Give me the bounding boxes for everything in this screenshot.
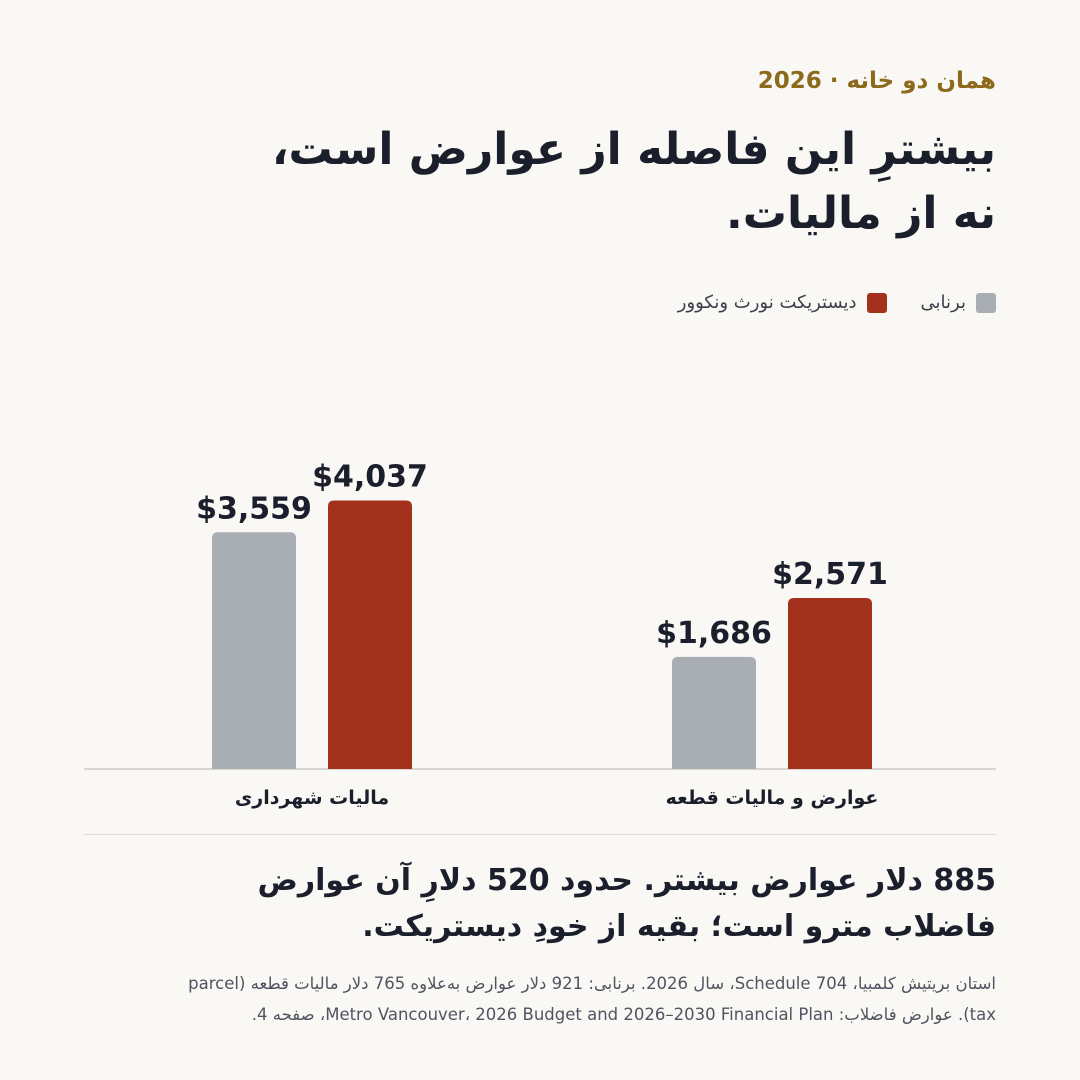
bar-north-vancouver-0	[788, 597, 872, 769]
chart-legend: برنابی دیستریکت نورث ونکوور	[678, 292, 996, 313]
source-line-1: استان بریتیش کلمبیا، Schedule 704، سال 2…	[188, 974, 996, 993]
category-label-0: عوارض و مالیات قطعه	[666, 787, 879, 809]
legend-item-north-vancouver: دیستریکت نورث ونکوور	[678, 292, 887, 313]
data-label-north-vancouver-1: $4,037	[312, 459, 428, 494]
headline-line-2: نه از مالیات.	[726, 188, 996, 239]
source-note: استان بریتیش کلمبیا، Schedule 704، سال 2…	[84, 968, 996, 1030]
bar-burnaby-0	[672, 656, 756, 769]
data-label-burnaby-0: $1,686	[656, 616, 772, 651]
headline: بیشترِ این فاصله از عوارض است، نه از مال…	[84, 118, 996, 246]
data-label-burnaby-1: $3,559	[196, 491, 312, 526]
legend-label-north-vancouver: دیستریکت نورث ونکوور	[677, 292, 857, 313]
summary: 885 دلار عوارض بیشتر. حدود 520 دلارِ آن …	[84, 858, 996, 950]
divider	[84, 834, 996, 835]
summary-line-2: فاضلاب مترو است؛ بقیه از خودِ دیستریکت.	[362, 909, 996, 944]
legend-item-burnaby: برنابی	[921, 292, 996, 313]
legend-swatch-north-vancouver	[866, 292, 887, 313]
headline-line-1: بیشترِ این فاصله از عوارض است،	[271, 124, 996, 175]
infographic-card: همان دو خانه · 2026 بیشترِ این فاصله از …	[84, 0, 996, 1080]
eyebrow: همان دو خانه · 2026	[757, 68, 996, 94]
legend-label-burnaby: برنابی	[920, 292, 966, 313]
bar-north-vancouver-1	[328, 500, 412, 769]
data-label-north-vancouver-0: $2,571	[772, 557, 888, 592]
bar-chart: $1,686$2,571 عوارض و مالیات قطعه $3,559$4,…	[84, 459, 996, 809]
summary-line-1: 885 دلار عوارض بیشتر. حدود 520 دلارِ آن …	[257, 863, 996, 898]
bar-burnaby-1	[212, 532, 296, 769]
source-line-2: tax). عوارض فاضلاب: Metro Vancouver، 202…	[251, 1005, 996, 1024]
category-label-1: مالیات شهرداری	[235, 787, 389, 809]
legend-swatch-burnaby	[976, 292, 996, 313]
